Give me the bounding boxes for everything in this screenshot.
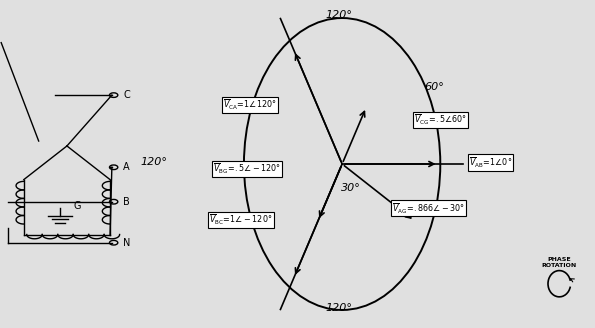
Text: B: B [123,197,130,207]
Text: PHASE: PHASE [547,257,571,262]
Text: ROTATION: ROTATION [541,263,577,268]
Text: C: C [123,90,130,100]
Text: $\overline{V}_{\rm BC}\!=\!1\angle -120°$: $\overline{V}_{\rm BC}\!=\!1\angle -120°… [209,213,273,227]
Text: A: A [123,162,130,172]
Text: G: G [73,201,81,211]
Text: 60°: 60° [424,82,444,92]
Text: $\overline{V}_{\rm CA}\!=\!1\angle 120°$: $\overline{V}_{\rm CA}\!=\!1\angle 120°$ [223,98,277,112]
Text: 120°: 120° [325,10,353,20]
Text: 30°: 30° [341,183,361,193]
Text: $\overline{V}_{\rm AB}\!=\!1\angle 0°$: $\overline{V}_{\rm AB}\!=\!1\angle 0°$ [469,155,512,170]
Text: $\overline{V}_{\rm AG}\!=\!.866\angle -30°$: $\overline{V}_{\rm AG}\!=\!.866\angle -3… [392,201,465,215]
Text: 120°: 120° [140,157,167,167]
Text: N: N [123,238,130,248]
Text: 120°: 120° [325,303,353,313]
Text: $\overline{V}_{\rm BG}\!=\!.5\angle -120°$: $\overline{V}_{\rm BG}\!=\!.5\angle -120… [213,162,281,176]
Text: $\overline{V}_{\rm CG}\!=\!.5\angle 60°$: $\overline{V}_{\rm CG}\!=\!.5\angle 60°$ [414,113,467,127]
